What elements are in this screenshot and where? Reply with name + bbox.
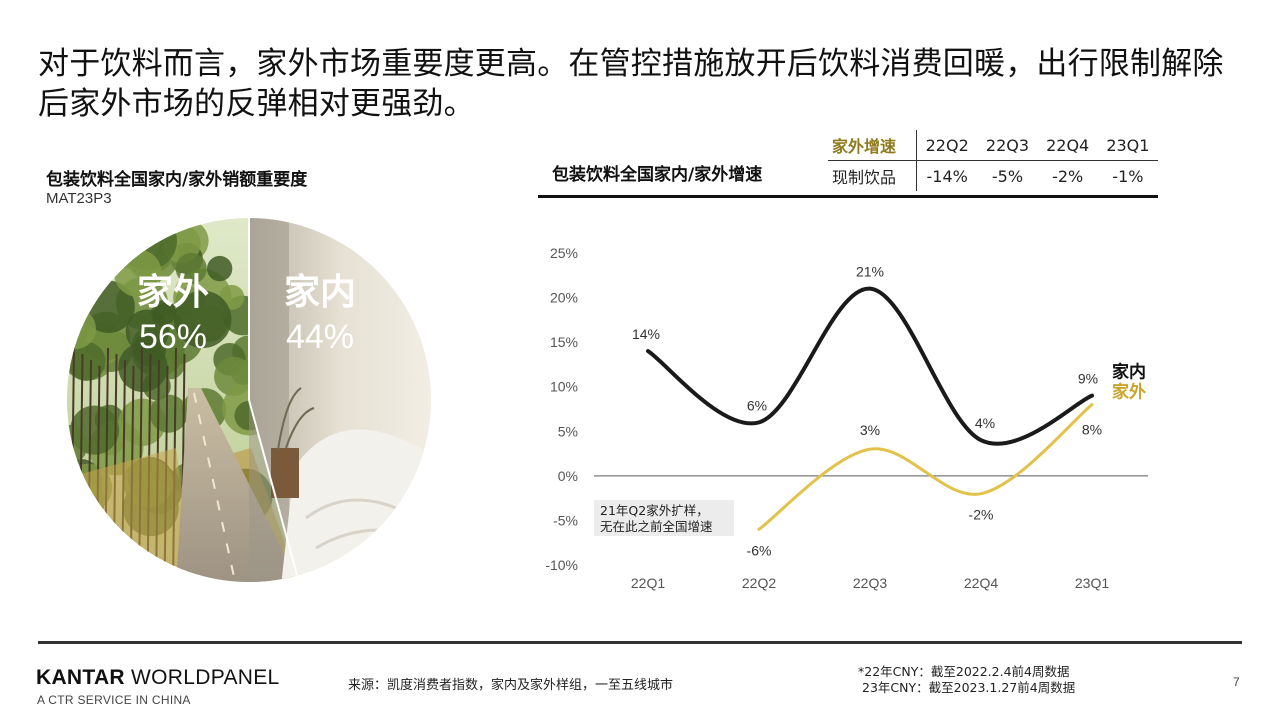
data-label: 3% [860,422,880,438]
headline: 对于饮料而言，家外市场重要度更高。在管控措施放开后饮料消费回暖，出行限制解除后家… [38,46,1224,122]
growth-table-column-header: 23Q1 [1097,130,1158,161]
x-tick-label: 22Q2 [742,575,776,591]
growth-table-column-header: 22Q3 [977,130,1038,161]
growth-table-header-label: 家外增速 [828,130,917,161]
brand-name-bold: KANTAR [36,666,125,689]
y-tick-label: 25% [550,245,578,261]
footer-divider [38,641,1242,644]
data-label: -2% [969,507,994,523]
y-tick-label: -10% [545,557,578,573]
y-tick-label: 0% [558,468,578,484]
pie-chart: 家外 56% 家内 44% [67,218,431,582]
y-tick-label: 5% [558,423,578,439]
pie-chart-title: 包装饮料全国家内/家外销额重要度 [46,170,308,190]
growth-table-row: 现制饮品 -14% -5% -2% -1% [828,160,1158,191]
growth-table-header-row: 家外增速 22Q2 22Q3 22Q4 23Q1 [828,130,1158,161]
growth-table: 家外增速 22Q2 22Q3 22Q4 23Q1 现制饮品 -14% -5% -… [828,130,1158,191]
growth-table-cell: -2% [1052,166,1084,186]
cny-note: *22年CNY：截至2022.2.4前4周数据 [858,664,1070,679]
kantar-worldpanel-logo: KANTAR WORLDPANEL [36,666,280,690]
data-label: 14% [632,326,660,342]
outside-home-label: 家外 [137,272,209,313]
outside-home-share: 56% [139,318,207,356]
y-tick-label: -5% [553,512,578,528]
growth-table-column-header: 22Q4 [1037,130,1098,161]
x-tick-label: 22Q4 [964,575,998,591]
x-tick-label: 22Q1 [631,575,665,591]
data-label: 8% [1082,422,1102,438]
title-divider [538,195,1158,198]
growth-table-cell: -14% [926,166,968,186]
annotation-text: 21年Q2家外扩样， [600,503,709,518]
growth-table-column-header: 22Q2 [916,130,978,161]
growth-table-cell: -1% [1112,166,1144,186]
growth-table-cell: -5% [991,166,1024,186]
y-tick-label: 15% [550,334,578,350]
series-name-label: 家内 [1112,362,1146,383]
y-tick-label: 10% [550,379,578,395]
x-tick-label: 22Q3 [853,575,887,591]
inside-home-share: 44% [286,318,354,356]
brand-tagline: A CTR SERVICE IN CHINA [37,693,191,707]
brand-name-rest: WORLDPANEL [124,666,280,689]
cny-note: 23年CNY：截至2023.1.27前4周数据 [862,680,1076,695]
data-label: 6% [747,397,767,413]
line-chart-title: 包装饮料全国家内/家外增速 [552,165,763,185]
x-tick-label: 23Q1 [1075,575,1109,591]
pie-chart-subtitle: MAT23P3 [46,190,112,207]
data-label: 9% [1078,371,1098,387]
series-line-outside-home [757,403,1094,531]
data-label: -6% [747,542,772,558]
page-number: 7 [1233,675,1240,689]
inside-home-label: 家内 [284,272,356,313]
annotation-box [594,500,734,536]
annotation-text: 无在此之前全国增速 [600,519,713,534]
source-note: 来源：凯度消费者指数，家内及家外样组，一至五线城市 [348,678,674,693]
growth-table-row-label: 现制饮品 [828,160,917,191]
series-name-label: 家外 [1112,382,1146,403]
y-tick-label: 20% [550,290,578,306]
data-label: 4% [975,415,995,431]
data-label: 21% [856,264,884,280]
line-chart: 25% 20% 15% 10% 5% 0% -5% -10% 22Q1 22Q2 22Q3 22Q4 2… [545,245,1148,591]
cny-notes: *22年CNY：截至2022.2.4前4周数据 23年CNY：截至2023.1.… [858,664,1075,696]
series-line-inside-home [646,286,1094,446]
